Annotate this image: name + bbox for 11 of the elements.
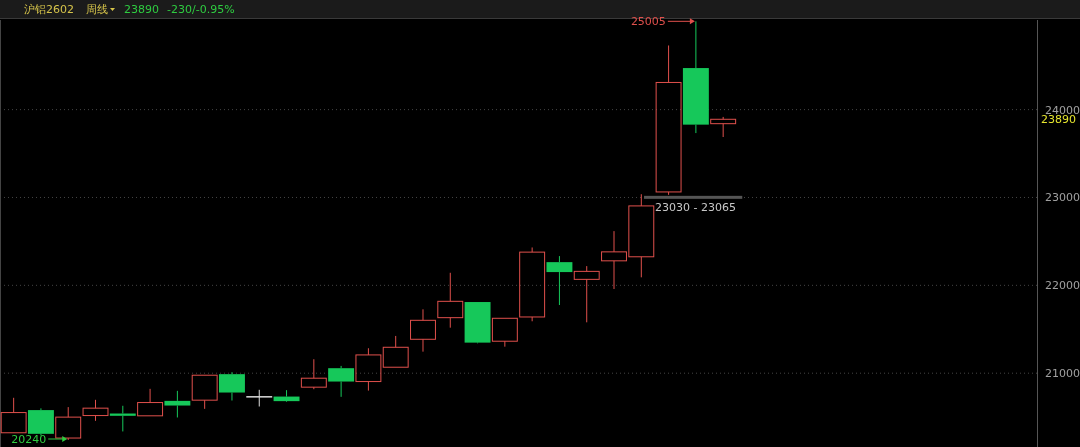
- text: 23890: [124, 3, 159, 16]
- y-tick-label: 21000: [1045, 367, 1080, 381]
- annotation: 20240: [11, 433, 47, 446]
- annotation: 25005: [630, 15, 666, 29]
- y-tick-label: 22000: [1045, 279, 1080, 293]
- annotation: 23030 - 23065: [654, 200, 736, 214]
- text: -230/-0.95%: [167, 3, 235, 16]
- y-tick-label: 23000: [1045, 191, 1080, 205]
- chart-subtitle: 周线: [86, 3, 108, 16]
- text: 23890: [1041, 113, 1076, 127]
- chart-title: 沪铝2602: [24, 3, 74, 16]
